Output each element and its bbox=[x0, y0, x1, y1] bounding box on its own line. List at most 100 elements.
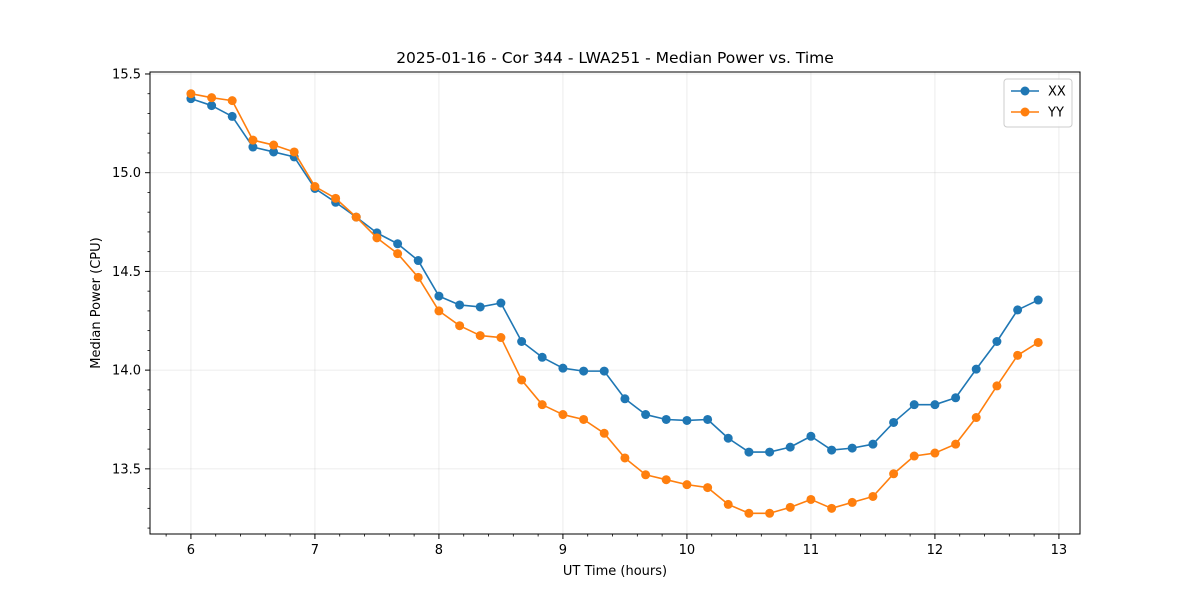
x-tick-label: 6 bbox=[187, 543, 195, 558]
data-point-xx bbox=[537, 352, 547, 362]
data-point-yy bbox=[620, 453, 630, 463]
data-point-xx bbox=[269, 147, 279, 157]
x-tick-label: 9 bbox=[559, 543, 567, 558]
data-point-xx bbox=[558, 363, 568, 373]
y-axis-label: Median Power (CPU) bbox=[89, 237, 104, 368]
data-point-yy bbox=[351, 212, 361, 222]
axis-ticks: 6 7 8 9 10 11 12 13 13.5 14.0 14.5 15.0 15.5 bbox=[112, 67, 1067, 558]
data-point-yy bbox=[661, 475, 671, 485]
data-point-xx bbox=[785, 442, 795, 452]
data-point-yy bbox=[641, 470, 651, 480]
y-tick-label: 14.0 bbox=[112, 364, 141, 379]
data-point-xx bbox=[723, 433, 733, 443]
data-point-yy bbox=[744, 508, 754, 518]
data-point-yy bbox=[310, 182, 320, 192]
x-tick-label: 12 bbox=[927, 543, 944, 558]
chart-title: 2025-01-16 - Cor 344 - LWA251 - Median P… bbox=[396, 49, 834, 67]
legend-label-yy: YY bbox=[1047, 106, 1064, 121]
data-point-yy bbox=[393, 249, 403, 259]
y-tick-label: 15.5 bbox=[112, 67, 141, 82]
data-point-yy bbox=[951, 439, 961, 449]
data-point-xx bbox=[868, 439, 878, 449]
data-point-xx bbox=[1013, 305, 1023, 315]
x-tick-label: 11 bbox=[803, 543, 820, 558]
data-point-yy bbox=[207, 93, 217, 103]
data-point-yy bbox=[1033, 337, 1043, 347]
legend-swatch-marker bbox=[1020, 107, 1030, 117]
data-point-xx bbox=[951, 393, 961, 403]
data-point-xx bbox=[599, 366, 609, 376]
plot-frame bbox=[149, 71, 1081, 535]
data-point-xx bbox=[579, 366, 589, 376]
data-point-xx bbox=[889, 417, 899, 427]
data-point-yy bbox=[248, 135, 258, 145]
data-point-xx bbox=[227, 111, 237, 121]
data-point-xx bbox=[496, 298, 506, 308]
x-tick-label: 8 bbox=[435, 543, 443, 558]
data-point-xx bbox=[620, 394, 630, 404]
data-point-yy bbox=[413, 272, 423, 282]
legend: XX YY bbox=[1003, 78, 1073, 128]
data-point-yy bbox=[930, 448, 940, 458]
data-point-xx bbox=[1033, 295, 1043, 305]
data-point-xx bbox=[971, 364, 981, 374]
data-point-xx bbox=[703, 414, 713, 424]
y-tick-label: 14.5 bbox=[112, 265, 141, 280]
data-point-yy bbox=[455, 321, 465, 331]
data-point-yy bbox=[992, 381, 1002, 391]
data-point-yy bbox=[723, 499, 733, 509]
data-point-yy bbox=[434, 306, 444, 316]
data-point-xx bbox=[661, 414, 671, 424]
data-point-xx bbox=[806, 431, 816, 441]
data-point-xx bbox=[393, 239, 403, 249]
x-tick-label: 13 bbox=[1051, 543, 1068, 558]
data-point-xx bbox=[455, 300, 465, 310]
y-tick-label: 13.5 bbox=[112, 462, 141, 477]
data-point-yy bbox=[331, 193, 341, 203]
data-point-yy bbox=[971, 413, 981, 423]
data-point-xx bbox=[475, 302, 485, 312]
data-point-yy bbox=[599, 428, 609, 438]
data-point-yy bbox=[227, 96, 237, 106]
data-point-yy bbox=[1013, 350, 1023, 360]
data-point-xx bbox=[744, 447, 754, 457]
data-point-yy bbox=[765, 508, 775, 518]
data-point-xx bbox=[207, 101, 217, 111]
grid bbox=[150, 72, 1080, 534]
data-point-xx bbox=[992, 337, 1002, 346]
x-axis-label: UT Time (hours) bbox=[563, 564, 667, 579]
data-point-yy bbox=[537, 400, 547, 410]
data-point-yy bbox=[785, 502, 795, 512]
data-point-xx bbox=[248, 142, 258, 152]
x-tick-label: 10 bbox=[679, 543, 696, 558]
data-point-yy bbox=[475, 331, 485, 341]
data-point-yy bbox=[682, 480, 692, 490]
data-point-yy bbox=[269, 140, 279, 150]
data-point-xx bbox=[909, 400, 919, 410]
data-point-yy bbox=[517, 375, 527, 385]
data-point-yy bbox=[806, 494, 816, 504]
legend-swatch-marker bbox=[1020, 86, 1030, 96]
data-point-yy bbox=[827, 503, 837, 513]
data-point-yy bbox=[889, 469, 899, 479]
data-point-yy bbox=[847, 497, 857, 507]
data-point-xx bbox=[413, 256, 423, 266]
y-tick-label: 15.0 bbox=[112, 166, 141, 181]
data-point-xx bbox=[517, 337, 527, 346]
data-point-yy bbox=[372, 233, 382, 243]
data-point-xx bbox=[847, 443, 857, 453]
series-layer bbox=[186, 89, 1043, 518]
data-point-xx bbox=[827, 445, 837, 455]
data-point-xx bbox=[434, 291, 444, 301]
data-point-yy bbox=[579, 414, 589, 424]
data-point-yy bbox=[186, 89, 196, 99]
data-point-yy bbox=[496, 333, 506, 343]
x-tick-label: 7 bbox=[311, 543, 319, 558]
data-point-yy bbox=[703, 483, 713, 493]
data-point-yy bbox=[868, 491, 878, 501]
data-point-xx bbox=[641, 410, 651, 420]
data-point-yy bbox=[289, 147, 299, 157]
data-point-xx bbox=[765, 447, 775, 457]
